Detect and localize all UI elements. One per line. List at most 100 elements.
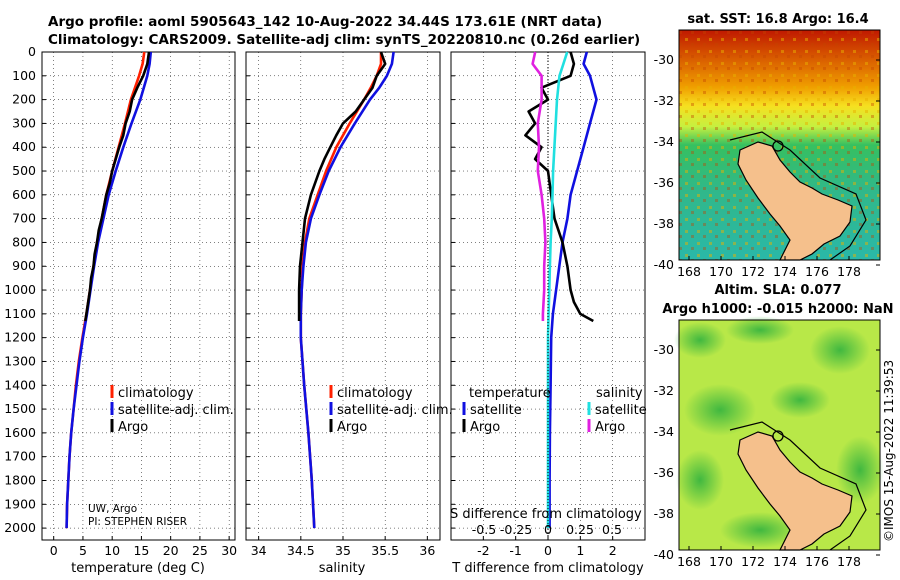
x-tick-label: 5	[79, 543, 87, 558]
map-x-tick-label: 176	[805, 554, 829, 569]
x-tick-label: 20	[163, 543, 179, 558]
s-diff-tick-label: 0.5	[602, 522, 622, 537]
map-y-tick-label: -32	[654, 93, 674, 108]
y-tick-label: 900	[12, 258, 36, 273]
legend-label-s-argo: Argo	[595, 420, 625, 435]
sla-blob	[676, 450, 724, 510]
s-diff-tick-label: -0.5	[472, 522, 496, 537]
imos-credit: ©IMOS 15-Aug-2022 11:39:53	[882, 360, 896, 542]
sst-isobath	[729, 131, 867, 261]
x-tick-label: 35	[335, 543, 351, 558]
x-tick-label: 25	[192, 543, 208, 558]
y-tick-label: 200	[12, 92, 36, 107]
sla-map-frame	[678, 319, 881, 551]
map-y-tick-label: -30	[654, 52, 674, 67]
x-tick-label: -1	[509, 543, 521, 558]
sla-blob	[684, 384, 756, 436]
map-y-tick-label: -38	[654, 506, 674, 521]
map-y-tick-label: -40	[654, 547, 674, 562]
map-x-tick-label: 168	[677, 554, 701, 569]
map-x-tick-label: 168	[677, 264, 701, 279]
sst-map-title: sat. SST: 16.8 Argo: 16.4	[687, 12, 868, 27]
map-x-tick-label: 178	[837, 264, 861, 279]
y-tick-label: 1400	[4, 377, 36, 392]
legend-label-s-satellite: satellite	[595, 403, 647, 418]
y-tick-label: 1700	[4, 449, 36, 464]
sla-blob	[674, 322, 726, 358]
s-diff-tick-label: -0.25	[500, 522, 532, 537]
map-y-tick-label: -38	[654, 216, 674, 231]
x-tick-label: -2	[477, 543, 489, 558]
map-x-tick-label: 176	[805, 264, 829, 279]
legend-label-argo-sal: Argo	[337, 420, 367, 435]
x-tick-label: 2	[609, 543, 617, 558]
map-x-tick-label: 174	[773, 264, 797, 279]
sst-map	[678, 29, 881, 261]
map-x-tick-label: 172	[741, 264, 765, 279]
annotation-pi: PI: STEPHEN RISER	[88, 516, 187, 528]
title-line-1: Argo profile: aoml 5905643_142 10-Aug-20…	[48, 14, 603, 30]
s-diff-tick-label: 0.25	[566, 522, 594, 537]
map-x-tick-label: 178	[837, 554, 861, 569]
sst-argo-marker	[772, 140, 784, 152]
series-line-difference-from-climatology-3	[531, 51, 547, 321]
legend-label-argo: Argo	[118, 420, 148, 435]
y-tick-label: 700	[12, 211, 36, 226]
map-y-tick-label: -30	[654, 342, 674, 357]
map-y-tick-label: -36	[654, 465, 674, 480]
legend-header-temperature: temperature	[469, 386, 551, 401]
s-diff-tick-label: 0	[544, 522, 552, 537]
sst-land-mass	[737, 141, 853, 261]
y-tick-label: 1900	[4, 496, 36, 511]
sla-argo-marker	[772, 430, 784, 442]
sla-blob	[720, 512, 800, 548]
map-x-tick-label: 172	[741, 554, 765, 569]
map-x-tick-label: 170	[709, 554, 733, 569]
temperature-axis-label: temperature (deg C)	[71, 561, 205, 576]
map-y-tick-label: -40	[654, 257, 674, 272]
x-tick-label: 1	[576, 543, 584, 558]
legend-label-satellite: satellite-adj. clim.	[118, 403, 234, 418]
x-tick-label: 30	[221, 543, 237, 558]
legend-header-salinity: salinity	[596, 386, 643, 401]
s-difference-label: S difference from climatology	[450, 507, 642, 522]
map-y-tick-label: -36	[654, 175, 674, 190]
temperature-panel-frame	[41, 51, 236, 541]
y-tick-label: 400	[12, 139, 36, 154]
sla-blob	[770, 382, 830, 418]
x-tick-label: 10	[104, 543, 120, 558]
legend-label-satellite-sal: satellite-adj. clim.	[337, 403, 453, 418]
y-tick-label: 1000	[4, 282, 36, 297]
t-difference-axis-label: T difference from climatology	[451, 561, 644, 576]
sla-isobath	[729, 421, 867, 551]
title-line-2: Climatology: CARS2009. Satellite-adj cli…	[48, 32, 641, 48]
y-tick-label: 800	[12, 234, 36, 249]
sla-map-title-2: Argo h1000: -0.015 h2000: NaN	[662, 302, 893, 317]
series-line-salinity-1	[299, 51, 395, 529]
map-x-tick-label: 174	[773, 554, 797, 569]
sla-land-mass	[737, 431, 853, 551]
y-tick-label: 1600	[4, 425, 36, 440]
salinity-axis-label: salinity	[319, 561, 366, 576]
y-tick-label: 1300	[4, 353, 36, 368]
sla-map-title-1: Altim. SLA: 0.077	[715, 283, 842, 298]
y-tick-label: 1800	[4, 472, 36, 487]
y-tick-label: 1500	[4, 401, 36, 416]
map-y-tick-label: -32	[654, 383, 674, 398]
map-y-tick-label: -34	[654, 134, 674, 149]
legend-label-climatology-sal: climatology	[337, 386, 413, 401]
series-line-difference-from-climatology-2	[546, 51, 569, 529]
annotation-institution: UW, Argo	[88, 503, 137, 515]
sst-map-frame	[678, 29, 881, 261]
sla-blob	[810, 326, 870, 374]
x-tick-label: 34	[251, 543, 267, 558]
x-tick-label: 34.5	[287, 543, 315, 558]
x-tick-label: 15	[133, 543, 149, 558]
y-tick-label: 100	[12, 68, 36, 83]
series-line-temperature-2	[84, 51, 151, 322]
x-tick-label: 36	[419, 543, 435, 558]
map-x-tick-label: 170	[709, 264, 733, 279]
y-tick-label: 2000	[4, 520, 36, 535]
y-tick-label: 500	[12, 163, 36, 178]
